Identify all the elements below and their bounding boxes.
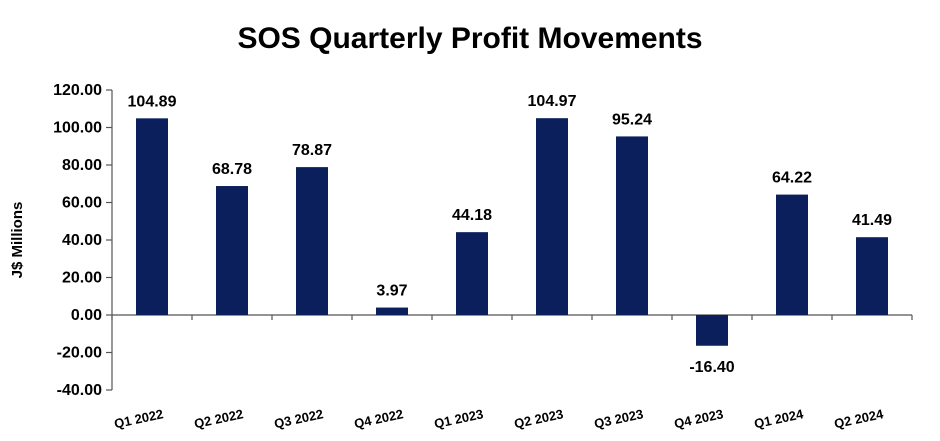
- bar: [376, 307, 408, 315]
- bar: [136, 118, 168, 315]
- x-tick-label: Q2 2023: [513, 406, 565, 431]
- x-tick-label: Q3 2022: [273, 406, 325, 431]
- x-tick-label: Q1 2023: [433, 406, 485, 431]
- y-tick-label: 120.00: [53, 82, 102, 99]
- data-label: 78.87: [292, 142, 332, 159]
- axes-group: -40.00 -20.00 0.00 20.00 40.00 60.00 80.00 100.…: [53, 82, 913, 399]
- x-tick-label: Q4 2022: [353, 406, 405, 431]
- data-label: 44.18: [452, 207, 492, 224]
- x-tick-label: Q3 2023: [593, 406, 645, 431]
- bar: [456, 232, 488, 315]
- x-tick-label: Q2 2022: [193, 406, 245, 431]
- y-tick-label: 80.00: [62, 157, 102, 174]
- y-tick-label: 60.00: [62, 195, 102, 212]
- bar: [856, 237, 888, 315]
- data-label: 41.49: [852, 212, 892, 229]
- bar: [696, 315, 728, 346]
- y-tick-label: -40.00: [57, 382, 102, 399]
- x-tick-label: Q1 2022: [113, 406, 165, 431]
- y-tick-label: 0.00: [71, 307, 102, 324]
- data-label: 3.97: [376, 283, 407, 300]
- data-label: 68.78: [212, 161, 252, 178]
- bar: [216, 186, 248, 315]
- bar: [296, 167, 328, 315]
- bars-group: [136, 118, 888, 346]
- bar: [616, 136, 648, 315]
- y-tick-label: 20.00: [62, 270, 102, 287]
- chart-title: SOS Quarterly Profit Movements: [237, 22, 702, 55]
- bar: [536, 118, 568, 316]
- data-label: 95.24: [612, 111, 652, 128]
- y-tick-label: 100.00: [53, 120, 102, 137]
- y-tick-label: -20.00: [57, 345, 102, 362]
- x-tick-label: Q4 2023: [673, 406, 725, 431]
- y-tick-label: 40.00: [62, 232, 102, 249]
- y-axis-label: J$ Millions: [9, 202, 26, 279]
- x-tick-label: Q2 2024: [833, 406, 886, 431]
- bar: [776, 194, 808, 315]
- data-label: -16.40: [689, 359, 734, 376]
- data-label: 64.22: [772, 170, 812, 187]
- x-tick-label: Q1 2024: [753, 406, 806, 431]
- data-label: 104.97: [528, 93, 577, 110]
- data-label: 104.89: [128, 93, 177, 110]
